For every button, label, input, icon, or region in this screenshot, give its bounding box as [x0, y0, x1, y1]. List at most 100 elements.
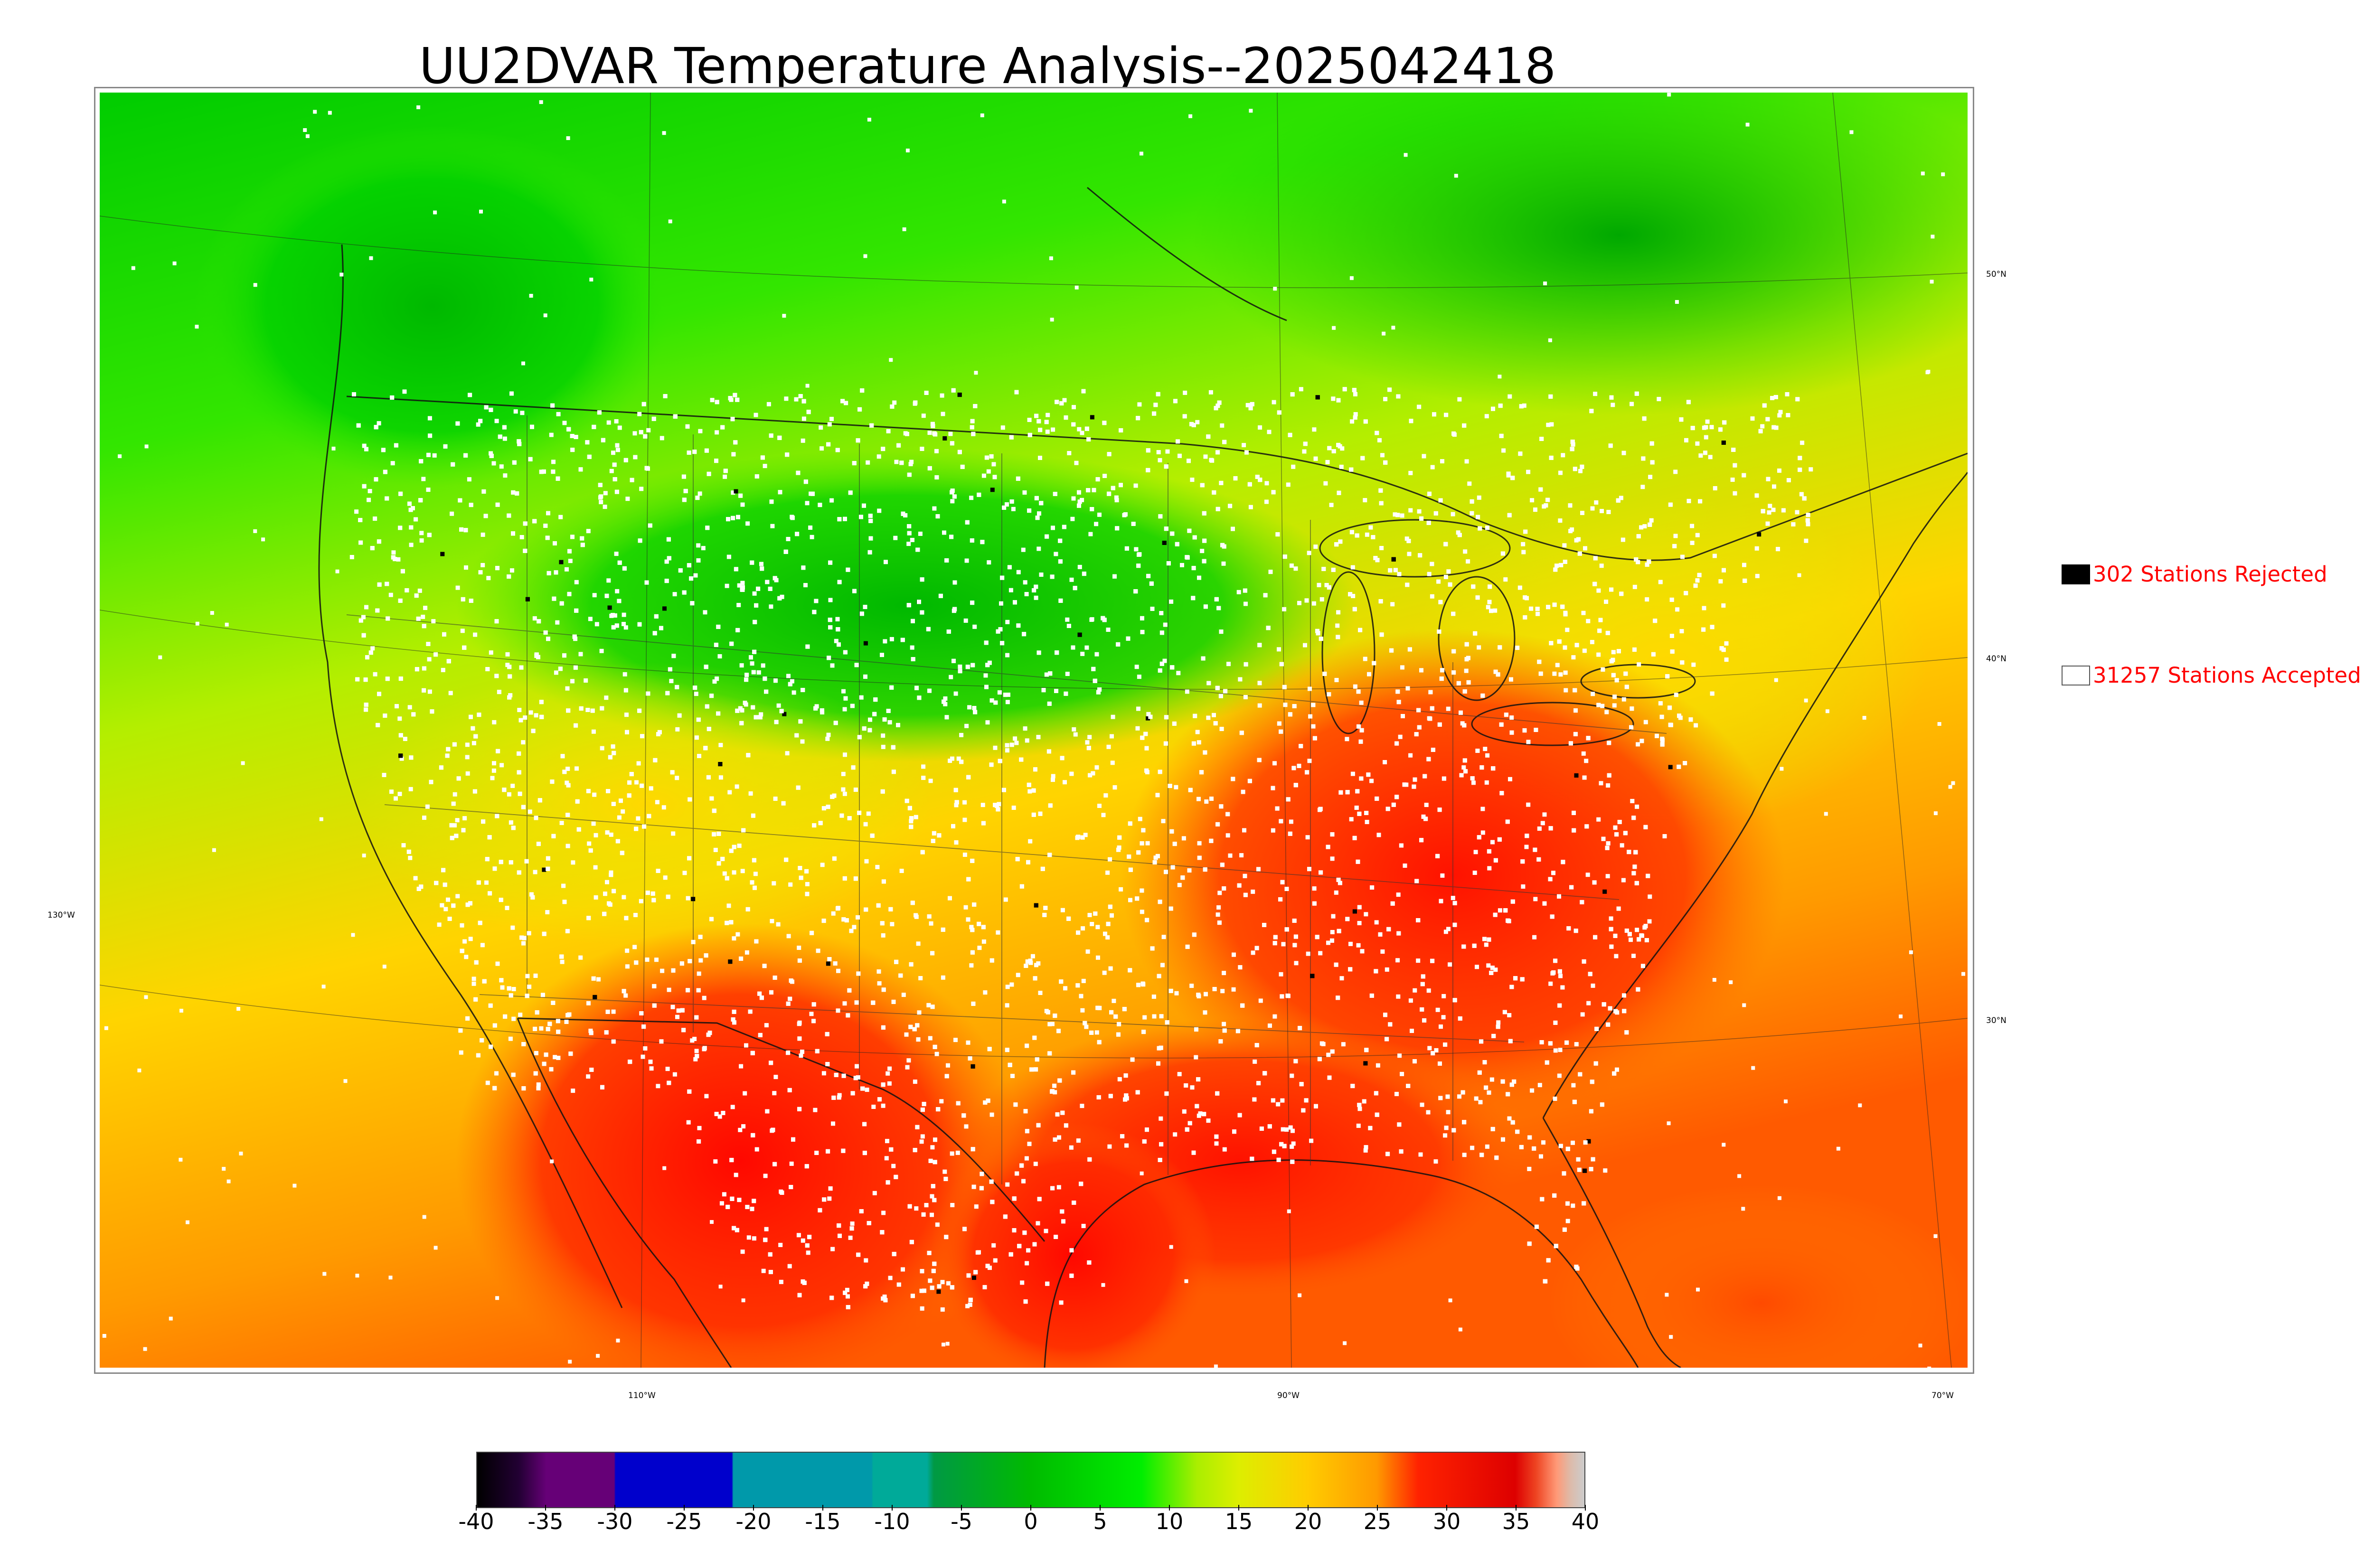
accepted-station-marker: [949, 675, 953, 679]
accepted-station-marker: [1578, 469, 1583, 473]
accepted-station-marker: [1277, 721, 1281, 726]
accepted-station-marker: [465, 771, 470, 776]
accepted-station-marker: [593, 865, 598, 870]
accepted-station-marker: [1496, 672, 1500, 677]
accepted-station-marker: [1156, 450, 1161, 454]
accepted-station-marker: [1530, 498, 1535, 503]
accepted-station-marker: [974, 1204, 979, 1209]
accepted-station-marker: [1048, 803, 1053, 808]
accepted-station-marker: [781, 801, 786, 806]
accepted-station-marker: [851, 765, 856, 770]
accepted-station-marker: [827, 1196, 832, 1201]
accepted-station-marker: [1584, 824, 1589, 829]
accepted-station-marker: [752, 1199, 756, 1203]
accepted-station-marker: [1624, 685, 1629, 689]
accepted-station-marker: [1417, 509, 1422, 514]
accepted-station-marker: [937, 1284, 942, 1289]
accepted-station-marker: [1385, 967, 1389, 972]
accepted-station-marker: [1026, 1248, 1031, 1253]
accepted-station-marker: [956, 756, 961, 761]
accepted-station-marker: [477, 713, 481, 717]
accepted-station-marker: [517, 708, 522, 713]
accepted-station-marker: [1299, 1082, 1304, 1087]
accepted-station-marker: [604, 593, 609, 598]
accepted-station-marker: [362, 443, 367, 448]
accepted-station-marker: [468, 393, 472, 397]
accepted-station-marker: [1182, 414, 1187, 419]
accepted-station-marker: [847, 816, 852, 820]
accepted-station-marker: [1200, 549, 1205, 554]
accepted-station-marker: [1538, 671, 1543, 676]
accepted-station-marker: [592, 593, 597, 598]
accepted-station-marker: [1612, 695, 1617, 699]
accepted-station-marker: [1494, 1155, 1499, 1160]
accepted-station-marker: [1703, 451, 1707, 455]
accepted-station-marker: [1506, 1092, 1510, 1097]
accepted-station-marker: [1039, 501, 1044, 506]
accepted-station-marker: [1136, 416, 1140, 421]
accepted-station-marker: [565, 929, 570, 933]
accepted-station-marker: [600, 706, 604, 711]
accepted-station-marker: [1022, 1230, 1027, 1235]
accepted-station-marker: [928, 1036, 933, 1041]
accepted-station-marker: [1304, 1098, 1309, 1103]
accepted-station-marker: [1673, 469, 1678, 474]
accepted-station-marker: [1325, 460, 1330, 464]
accepted-station-marker: [486, 576, 491, 581]
accepted-station-marker: [1033, 1162, 1038, 1166]
accepted-station-marker: [1533, 847, 1537, 852]
accepted-station-marker: [924, 1203, 929, 1208]
accepted-station-marker: [1379, 632, 1384, 637]
accepted-station-marker: [907, 531, 912, 535]
accepted-station-marker: [461, 597, 465, 601]
accepted-station-marker: [882, 1295, 887, 1299]
accepted-station-marker: [455, 421, 460, 426]
meridian-70w: [1832, 93, 1952, 1368]
accepted-station-marker: [698, 429, 703, 433]
accepted-station-marker: [1365, 532, 1369, 537]
accepted-station-marker: [1698, 499, 1703, 504]
accepted-station-marker: [889, 685, 894, 690]
accepted-station-marker: [1507, 1013, 1512, 1017]
accepted-station-marker: [471, 741, 476, 745]
accepted-station-marker: [959, 760, 964, 764]
accepted-station-marker: [1117, 1077, 1122, 1081]
accepted-station-marker: [427, 689, 432, 694]
accepted-station-marker: [1406, 539, 1411, 544]
accepted-station-marker: [1444, 413, 1449, 417]
accepted-station-marker: [542, 1061, 546, 1066]
accepted-station-marker: [1242, 828, 1246, 833]
temperature-map[interactable]: [100, 93, 1968, 1368]
accepted-station-marker: [962, 800, 967, 805]
accepted-station-marker: [941, 975, 945, 980]
accepted-station-marker: [986, 469, 991, 474]
accepted-station-marker: [1003, 693, 1008, 697]
accepted-station-marker: [1111, 486, 1115, 490]
accepted-station-marker: [406, 849, 411, 854]
accepted-station-marker: [970, 663, 975, 667]
accepted-station-marker: [666, 894, 670, 899]
accepted-station-marker: [1291, 1141, 1296, 1146]
accepted-station-marker: [560, 754, 565, 759]
accepted-station-marker: [1176, 671, 1181, 676]
accepted-station-marker: [891, 1164, 896, 1168]
accepted-station-marker: [717, 1114, 722, 1119]
accepted-station-marker: [578, 652, 583, 657]
accepted-station-marker: [887, 720, 892, 724]
accepted-station-marker: [1258, 998, 1263, 1003]
accepted-station-marker: [551, 469, 556, 474]
accepted-station-marker: [602, 911, 607, 916]
accepted-station-marker: [880, 653, 884, 657]
accepted-station-marker: [1102, 421, 1107, 425]
accepted-station-marker: [497, 690, 501, 695]
accepted-station-marker: [1111, 714, 1115, 719]
accepted-station-marker: [1134, 547, 1139, 552]
accepted-station-marker: [1170, 865, 1175, 870]
accepted-station-marker: [1262, 1071, 1267, 1076]
accepted-station-marker: [780, 594, 784, 599]
accepted-station-marker: [715, 430, 719, 435]
accepted-station-marker: [1037, 511, 1041, 516]
accepted-station-marker: [656, 869, 660, 873]
accepted-station-marker: [952, 580, 957, 585]
accepted-station-marker: [734, 1173, 738, 1177]
